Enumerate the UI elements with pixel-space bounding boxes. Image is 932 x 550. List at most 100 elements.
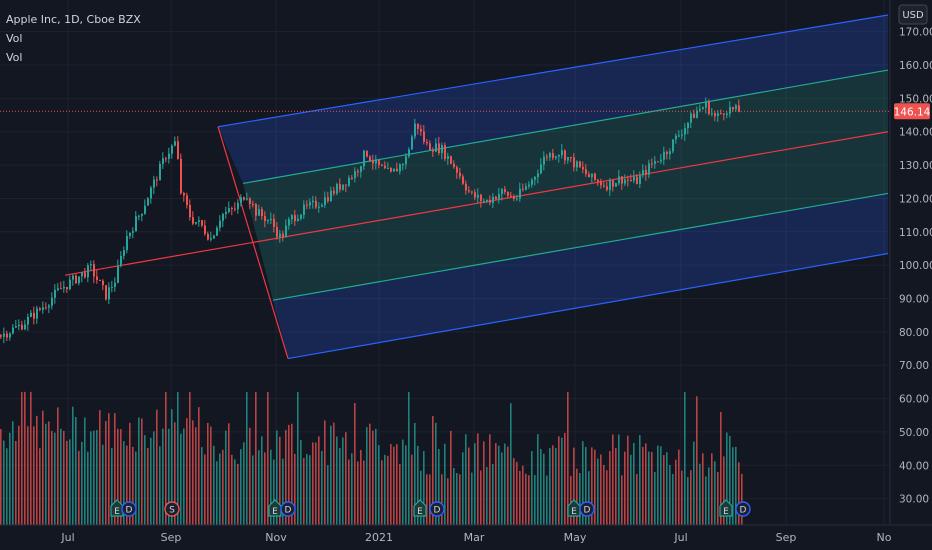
pitchfork-lower-outer-line[interactable] (287, 252, 889, 360)
volume-bar (27, 426, 29, 532)
symbol-title[interactable]: Apple Inc, 1D, Cboe BZX (6, 13, 141, 26)
y-tick-label: 120.00 (899, 193, 932, 205)
volume-bar (186, 418, 188, 532)
volume-bar (174, 422, 176, 532)
volume-indicator-label-2[interactable]: Vol (6, 51, 23, 64)
candle-body (594, 173, 596, 180)
volume-bar (219, 453, 221, 532)
volume-bar (99, 410, 101, 532)
candle-body (297, 218, 299, 221)
candle-body (147, 198, 149, 206)
volume-bar (153, 431, 155, 532)
volume-bar (351, 453, 353, 532)
currency-button[interactable] (898, 4, 928, 25)
volume-bar (387, 455, 389, 532)
candle-body (537, 173, 539, 177)
volume-bar (111, 448, 113, 532)
candle-body (114, 282, 116, 287)
split-marker[interactable] (164, 501, 180, 517)
dividend-marker[interactable] (579, 501, 595, 517)
volume-bar (135, 451, 137, 532)
volume-bar (531, 451, 533, 532)
candle-body (468, 190, 470, 192)
volume-bar (369, 423, 371, 532)
volume-bar (537, 434, 539, 532)
candle-body (726, 113, 728, 115)
volume-bar (288, 424, 290, 532)
y-tick-label: 170.00 (899, 27, 932, 39)
volume-bar (648, 451, 650, 532)
volume-bar (597, 458, 599, 532)
candle-body (627, 179, 629, 181)
volume-bar (249, 427, 251, 532)
candle-body (135, 216, 137, 232)
volume-bar (393, 446, 395, 532)
volume-bar (486, 466, 488, 532)
candle-body (420, 128, 422, 132)
volume-bar (543, 453, 545, 532)
candle-body (693, 113, 695, 119)
y-tick-label: 160.00 (899, 60, 932, 72)
volume-bar (315, 442, 317, 532)
pitchfork-upper-outer-line[interactable] (217, 14, 889, 128)
candle-body (729, 106, 731, 114)
volume-bar (189, 391, 191, 532)
earnings-marker[interactable] (719, 499, 733, 517)
volume-bar (663, 455, 665, 532)
volume-bar (3, 440, 5, 532)
volume-bar (378, 445, 380, 532)
candle-body (444, 145, 446, 160)
time-axis-panel[interactable] (0, 525, 932, 550)
volume-bar (300, 440, 302, 532)
volume-bar (63, 430, 65, 532)
volume-bar (585, 447, 587, 532)
candle-body (657, 161, 659, 163)
candle-body (234, 208, 236, 210)
candle-body (363, 150, 365, 167)
volume-bar (21, 391, 23, 532)
volume-bar (372, 430, 374, 532)
volume-bar (297, 391, 299, 532)
volume-bar (492, 463, 494, 532)
pitchfork-lower-inner-line[interactable] (272, 192, 889, 301)
pitchfork-handle-line[interactable] (217, 126, 289, 359)
dividend-marker[interactable] (429, 501, 445, 517)
pitchfork-median-line[interactable] (64, 131, 889, 276)
volume-bar (561, 437, 563, 532)
candle-body (270, 218, 272, 220)
volume-bar (276, 430, 278, 532)
volume-bar (576, 468, 578, 532)
volume-bar (309, 455, 311, 532)
candle-body (423, 131, 425, 142)
volume-bar (234, 459, 236, 532)
price-axis-panel[interactable] (890, 0, 932, 550)
candle-body (153, 179, 155, 188)
candle-body (483, 200, 485, 202)
split-marker-label: S (169, 506, 175, 516)
candle-body (30, 312, 32, 317)
volume-bar (519, 470, 521, 532)
candle-body (219, 220, 221, 228)
candle-body (132, 231, 134, 233)
earnings-marker[interactable] (413, 499, 427, 517)
volume-bar (432, 416, 434, 532)
dividend-marker[interactable] (280, 501, 296, 517)
candle-body (375, 159, 377, 164)
candle-body (117, 266, 119, 283)
dividend-marker[interactable] (121, 501, 137, 517)
candle-body (195, 221, 197, 224)
candle-body (399, 164, 401, 172)
volume-indicator-label[interactable]: Vol (6, 32, 23, 45)
pitchfork-upper-inner-line[interactable] (242, 69, 889, 185)
volume-bar (24, 391, 26, 532)
candle-body (42, 307, 44, 310)
dividend-marker[interactable] (735, 501, 751, 517)
candle-body (60, 288, 62, 290)
volume-bar (687, 477, 689, 532)
candle-body (702, 107, 704, 110)
candle-body (393, 168, 395, 172)
volume-bar (546, 475, 548, 532)
candle-body (36, 308, 38, 319)
